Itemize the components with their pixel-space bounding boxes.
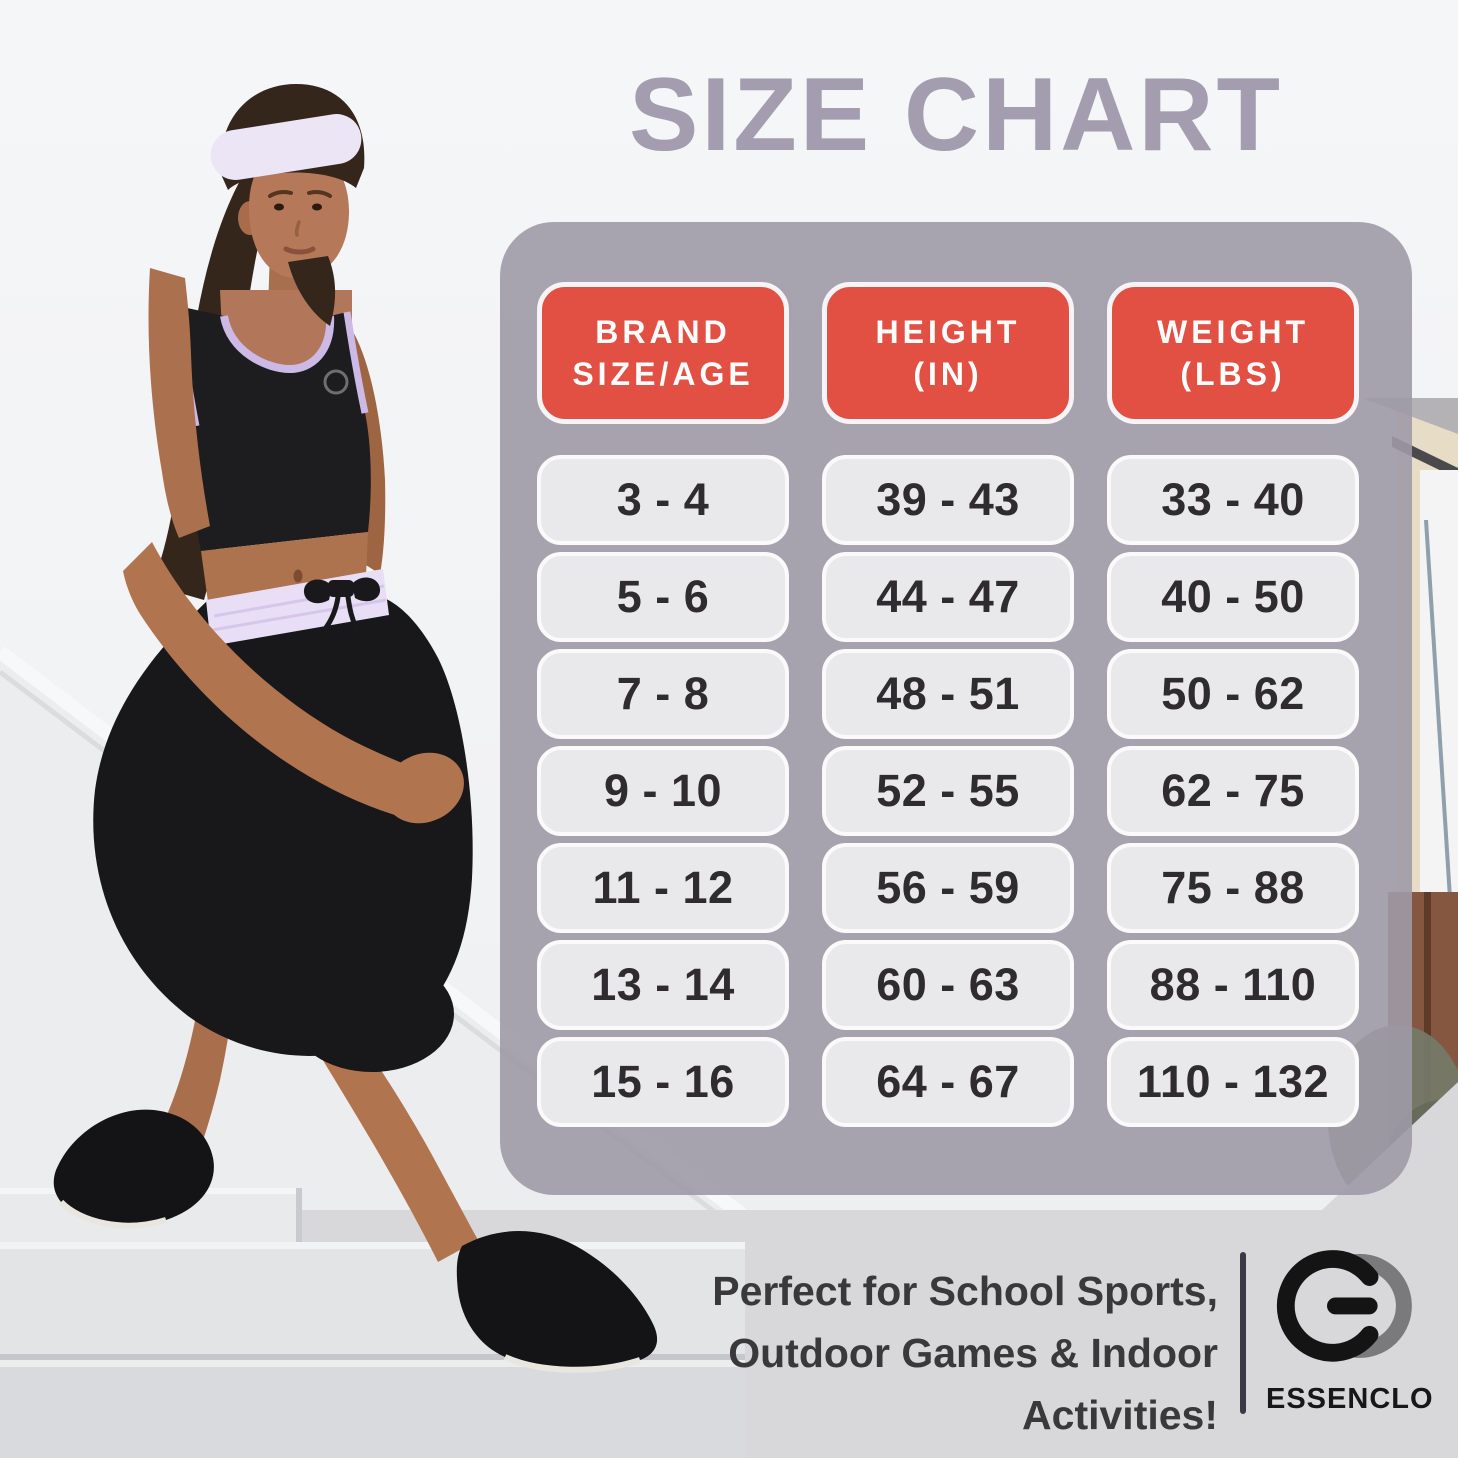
table-cell: 62 - 75 [1107,746,1359,836]
column-header-brand-size-age: BRAND SIZE/AGE [537,282,789,424]
footer-divider [1240,1252,1246,1414]
tagline-line: Outdoor Games & Indoor [728,1330,1218,1376]
skirt [93,598,473,1056]
sneaker [456,1231,658,1370]
headband [210,114,362,180]
table-cell: 110 - 132 [1107,1037,1359,1127]
table-cell: 60 - 63 [822,940,1074,1030]
table-cell: 64 - 67 [822,1037,1074,1127]
face [248,148,350,279]
table-cell: 56 - 59 [822,843,1074,933]
table-cell: 39 - 43 [822,455,1074,545]
table-cell: 40 - 50 [1107,552,1359,642]
size-chart-panel: BRAND SIZE/AGE HEIGHT (IN) WEIGHT (LBS) … [500,222,1412,1195]
table-cell: 11 - 12 [537,843,789,933]
table-cell: 88 - 110 [1107,940,1359,1030]
table-cell: 9 - 10 [537,746,789,836]
tagline: Perfect for School Sports, Outdoor Games… [660,1260,1218,1446]
tagline-line: Activities! [1022,1392,1218,1438]
table-cell: 44 - 47 [822,552,1074,642]
table-body: 3 - 4 39 - 43 33 - 40 5 - 6 44 - 47 40 -… [537,455,1359,1127]
sneaker [53,1109,214,1226]
table-cell: 15 - 16 [537,1037,789,1127]
table-cell: 50 - 62 [1107,649,1359,739]
table-cell: 48 - 51 [822,649,1074,739]
table-cell: 3 - 4 [537,455,789,545]
tank-top [178,306,371,551]
table-cell: 13 - 14 [537,940,789,1030]
table-cell: 52 - 55 [822,746,1074,836]
table-cell: 75 - 88 [1107,843,1359,933]
page-title: SIZE CHART [629,57,1283,173]
table-cell: 33 - 40 [1107,455,1359,545]
table-cell: 5 - 6 [537,552,789,642]
column-header-weight-lbs: WEIGHT (LBS) [1107,282,1359,424]
brand-logo: ESSENCLO [1266,1242,1434,1416]
tagline-line: Perfect for School Sports, [712,1268,1218,1314]
column-header-height-in: HEIGHT (IN) [822,282,1074,424]
model-photo [53,84,658,1373]
brand-name: ESSENCLO [1266,1383,1434,1415]
table-cell: 7 - 8 [537,649,789,739]
table-header-row: BRAND SIZE/AGE HEIGHT (IN) WEIGHT (LBS) [537,282,1359,424]
ec-monogram-icon [1276,1250,1412,1362]
